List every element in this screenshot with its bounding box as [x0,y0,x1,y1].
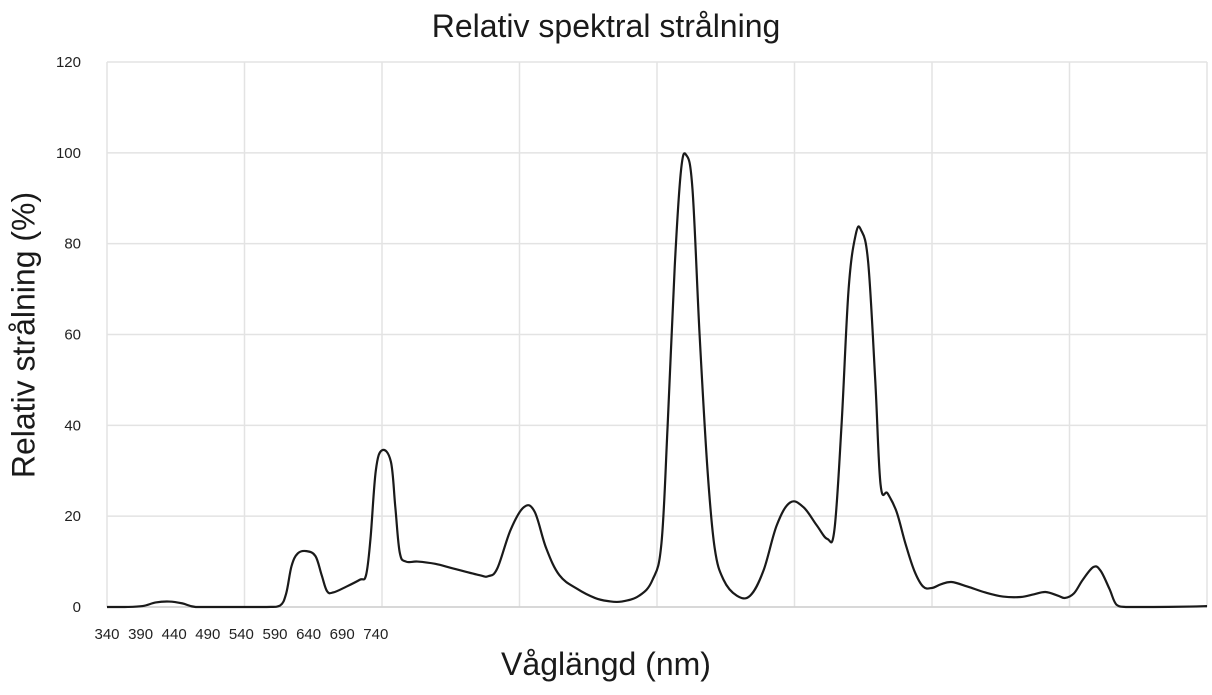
y-tick-label: 0 [73,599,81,616]
series-line [106,152,1208,609]
y-tick-label: 20 [64,508,81,525]
y-tick-label: 60 [64,327,81,344]
y-tick-label: 40 [64,417,81,434]
series-group [106,152,1208,609]
x-tick-label: 690 [330,626,355,643]
chart-title: Relativ spektral strålning [431,8,781,44]
x-tick-label: 340 [94,626,119,643]
y-tick-labels: 0 20 40 60 80 100 120 [56,54,81,616]
x-tick-label: 590 [262,626,287,643]
x-tick-label: 540 [229,626,254,643]
x-tick-label: 640 [296,626,321,643]
x-axis-label: Våglängd (nm) [501,646,711,682]
grid-lines [106,61,1208,608]
y-tick-label: 80 [64,236,81,253]
y-tick-label: 100 [56,145,81,162]
x-tick-label: 440 [162,626,187,643]
x-tick-label: 490 [195,626,220,643]
x-tick-labels: 340 390 440 490 540 590 640 690 740 [94,626,388,643]
y-tick-label: 120 [56,54,81,71]
x-tick-label: 390 [128,626,153,643]
x-tick-label: 740 [363,626,388,643]
